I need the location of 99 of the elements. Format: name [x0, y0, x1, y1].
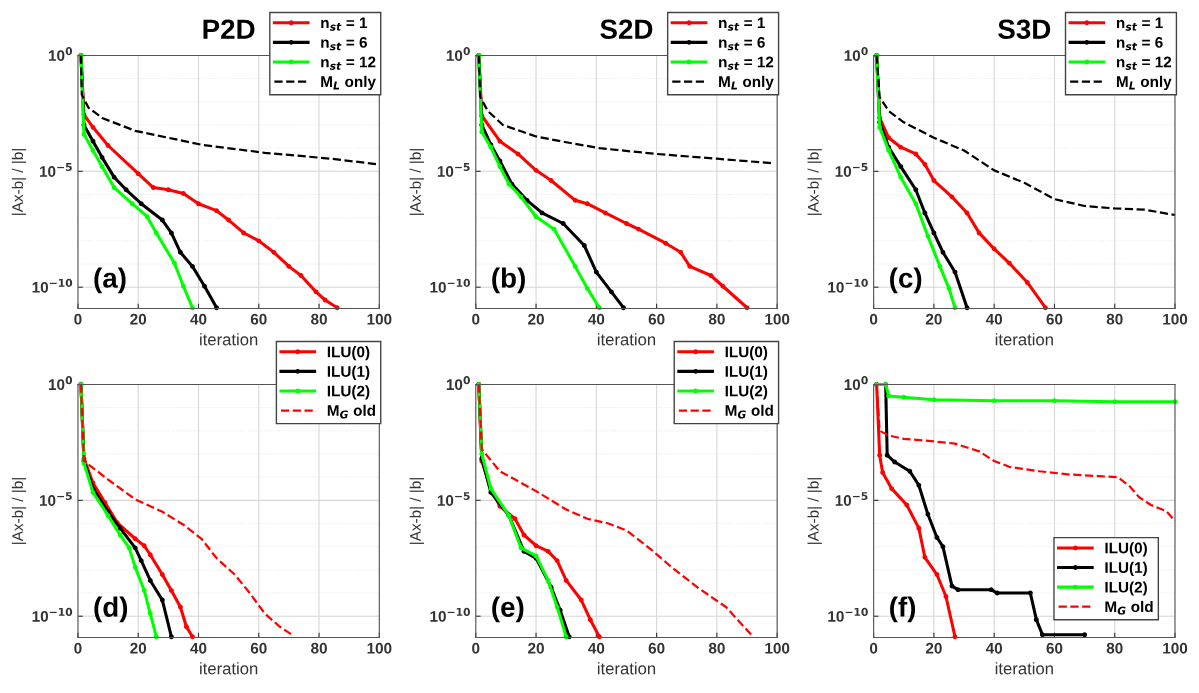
x-axis-title: iteration [995, 662, 1053, 675]
y-axis-title: |Ax-b| / |b| [409, 478, 424, 544]
x-tick-label: 60 [1046, 642, 1063, 654]
x-tick-label: 100 [367, 313, 392, 325]
legend-label: n$_{st}$ = 1 [1116, 17, 1163, 31]
x-tick-label: 20 [925, 313, 942, 325]
annotation: (a) [94, 267, 126, 294]
y-tick-label: 10$^{0}$ [446, 376, 470, 391]
legend-label: ILU(2) [725, 385, 768, 400]
x-tick-label: 0 [472, 313, 480, 325]
x-axis-title: iteration [200, 662, 258, 675]
x-tick-label: 20 [130, 313, 147, 325]
y-tick-label: 10$^{−10}$ [430, 607, 470, 622]
x-tick-label: 20 [528, 642, 544, 654]
legend-label: M$_{L}$ only [1116, 75, 1172, 91]
legend-label: ILU(1) [1105, 561, 1147, 577]
x-tick-label: 100 [765, 313, 790, 325]
annotation: (d) [94, 596, 128, 623]
legend-label: M$_{L}$ only [321, 75, 376, 91]
x-tick-label: 80 [708, 642, 725, 654]
y-tick-label: 10$^{0}$ [844, 376, 868, 391]
x-tick-label: 80 [1106, 313, 1123, 325]
x-tick-label: 40 [985, 642, 1003, 654]
x-tick-label: 40 [190, 642, 207, 654]
x-tick-label: 20 [925, 642, 942, 654]
y-tick-label: 10$^{−5}$ [437, 163, 470, 177]
x-tick-label: 0 [74, 642, 82, 654]
legend-label: n$_{st}$ = 1 [719, 17, 765, 31]
x-tick-label: 0 [74, 313, 82, 325]
legend-label: ILU(0) [1105, 542, 1147, 557]
legend-label: ILU(1) [327, 365, 370, 380]
x-tick-label: 60 [648, 313, 665, 325]
x-tick-label: 100 [765, 642, 790, 654]
x-tick-label: 80 [311, 642, 327, 654]
x-tick-label: 40 [190, 313, 207, 325]
x-tick-label: 100 [1163, 642, 1188, 654]
legend-label: ILU(1) [725, 365, 768, 380]
legend-label: n$_{st}$ = 12 [321, 56, 376, 70]
legend-label: n$_{st}$ = 6 [719, 37, 765, 51]
x-axis-title: iteration [597, 333, 656, 346]
x-tick-label: 60 [250, 313, 267, 325]
x-tick-label: 60 [648, 642, 665, 654]
y-tick-label: 10$^{0}$ [48, 376, 73, 391]
x-tick-label: 0 [472, 642, 480, 654]
chart-title: S2D [600, 19, 653, 40]
x-tick-label: 20 [528, 313, 544, 325]
x-tick-label: 80 [1106, 642, 1123, 654]
x-tick-label: 80 [708, 313, 725, 325]
y-tick-label: 10$^{0}$ [844, 47, 868, 62]
x-tick-label: 80 [311, 313, 327, 325]
y-axis-title: |Ax-b| / |b| [409, 149, 424, 215]
legend-label: n$_{st}$ = 6 [1116, 37, 1163, 51]
y-tick-label: 10$^{0}$ [48, 47, 73, 62]
x-axis-title: iteration [200, 333, 258, 346]
y-tick-label: 10$^{−5}$ [835, 163, 868, 177]
y-tick-label: 10$^{−5}$ [835, 492, 868, 506]
y-axis-title: |Ax-b| / |b| [807, 149, 822, 215]
x-tick-label: 40 [985, 313, 1003, 325]
y-tick-label: 10$^{0}$ [446, 47, 470, 62]
legend-label: n$_{st}$ = 12 [719, 56, 774, 70]
x-axis-title: iteration [597, 662, 656, 675]
y-tick-label: 10$^{−5}$ [39, 492, 72, 506]
legend-label: ILU(2) [1105, 581, 1147, 596]
legend-label: M$_{G}$ old [327, 404, 376, 419]
y-tick-label: 10$^{−10}$ [828, 278, 868, 293]
legend-label: M$_{G}$ old [725, 404, 773, 419]
x-tick-label: 0 [869, 642, 878, 654]
chart-title: P2D [203, 19, 255, 39]
x-tick-label: 100 [367, 642, 392, 654]
y-axis-title: |Ax-b| / |b| [11, 478, 27, 544]
annotation: (c) [890, 267, 922, 294]
x-tick-label: 40 [588, 313, 605, 325]
legend-label: n$_{st}$ = 1 [321, 17, 368, 31]
y-tick-label: 10$^{−10}$ [828, 607, 868, 622]
x-tick-label: 20 [130, 642, 147, 654]
annotation: (b) [492, 267, 525, 294]
y-tick-label: 10$^{−10}$ [32, 278, 73, 293]
legend-label: ILU(0) [725, 346, 768, 361]
y-tick-label: 10$^{−5}$ [437, 492, 470, 506]
x-axis-title: iteration [995, 333, 1053, 346]
x-tick-label: 60 [1046, 313, 1063, 325]
y-tick-label: 10$^{−10}$ [430, 278, 470, 293]
legend-label: ILU(0) [327, 346, 370, 361]
y-tick-label: 10$^{−10}$ [32, 607, 73, 622]
chart-title: S3D [998, 19, 1051, 40]
x-tick-label: 60 [250, 642, 267, 654]
legend-label: ILU(2) [327, 385, 370, 400]
x-tick-label: 40 [588, 642, 605, 654]
annotation: (e) [492, 596, 524, 623]
legend-label: n$_{st}$ = 12 [1116, 56, 1172, 70]
annotation: (f) [890, 596, 916, 623]
legend-label: M$_{L}$ only [719, 75, 774, 91]
y-axis-title: |Ax-b| / |b| [807, 478, 822, 544]
y-tick-label: 10$^{−5}$ [39, 163, 72, 177]
legend-label: n$_{st}$ = 6 [321, 37, 367, 51]
legend-label: M$_{G}$ old [1105, 600, 1153, 615]
x-tick-label: 100 [1163, 313, 1188, 325]
x-tick-label: 0 [869, 313, 878, 325]
y-axis-title: |Ax-b| / |b| [11, 149, 27, 215]
